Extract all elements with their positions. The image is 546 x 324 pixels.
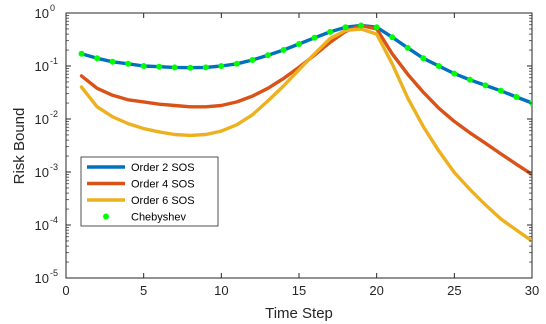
data-point-chebyshev xyxy=(249,57,256,63)
y-tick-exponent: -2 xyxy=(50,109,58,119)
data-point-chebyshev xyxy=(358,22,365,29)
x-tick-label: 25 xyxy=(447,283,461,298)
y-tick-label: 10 -3 xyxy=(35,162,58,180)
data-point-chebyshev xyxy=(466,76,473,83)
data-point-chebyshev xyxy=(94,55,101,62)
data-point-chebyshev xyxy=(233,60,240,67)
legend: Order 2 SOS Order 4 SOS Order 6 SOS Chebysh… xyxy=(80,156,219,227)
data-point-chebyshev xyxy=(311,34,318,41)
y-tick-exponent: -3 xyxy=(50,162,58,172)
data-point-chebyshev xyxy=(264,52,271,59)
legend-label-chebyshev: Chebyshev xyxy=(131,212,187,224)
data-point-chebyshev xyxy=(156,63,163,70)
ticks-layer xyxy=(65,12,533,279)
data-point-chebyshev xyxy=(482,82,489,89)
data-point-chebyshev xyxy=(373,24,380,31)
legend-label-order-4-sos: Order 4 SOS xyxy=(131,179,195,191)
data-point-chebyshev xyxy=(389,34,396,41)
data-point-chebyshev xyxy=(125,60,132,67)
data-point-chebyshev xyxy=(218,63,225,69)
data-point-chebyshev xyxy=(280,47,287,53)
x-tick-label: 5 xyxy=(140,283,147,298)
data-point-chebyshev xyxy=(187,64,194,71)
y-axis-label: Risk Bound xyxy=(11,108,28,185)
y-tick-exponent: -4 xyxy=(50,215,58,225)
data-point-chebyshev xyxy=(451,70,458,77)
x-tick-label: 30 xyxy=(525,283,539,298)
y-tick-base: 10 xyxy=(35,6,49,21)
x-tick-label: 15 xyxy=(292,283,306,298)
series-layer xyxy=(78,22,532,243)
y-tick-base: 10 xyxy=(35,218,49,233)
data-point-chebyshev xyxy=(435,63,442,69)
x-tick-label: 10 xyxy=(214,283,228,298)
y-tick-base: 10 xyxy=(35,165,49,180)
data-point-chebyshev xyxy=(513,94,520,100)
data-point-chebyshev xyxy=(420,55,427,62)
legend-label-order-2-sos: Order 2 SOS xyxy=(131,162,195,174)
y-tick-exponent: 0 xyxy=(50,3,55,13)
legend-swatch-chebyshev xyxy=(103,213,109,220)
data-point-chebyshev xyxy=(497,87,504,94)
y-tick-base: 10 xyxy=(35,271,49,286)
data-point-chebyshev xyxy=(78,50,85,57)
plot-area xyxy=(65,12,533,279)
y-tick-base: 10 xyxy=(35,59,49,74)
x-tick-label: 20 xyxy=(369,283,383,298)
data-point-chebyshev xyxy=(296,41,302,47)
y-tick-exponent: -5 xyxy=(50,268,58,278)
data-point-chebyshev xyxy=(140,63,147,69)
data-point-chebyshev xyxy=(327,28,334,35)
x-tick-labels: 0 5 10 15 20 25 30 xyxy=(62,283,539,298)
data-point-chebyshev xyxy=(202,64,209,71)
y-tick-base: 10 xyxy=(35,112,49,127)
y-tick-label: 10 -4 xyxy=(35,215,58,233)
series-line-order-6-sos xyxy=(79,27,532,243)
data-point-chebyshev xyxy=(404,44,411,51)
y-tick-label: 10 -5 xyxy=(35,268,58,286)
y-tick-exponent: -1 xyxy=(50,56,58,66)
legend-label-order-6-sos: Order 6 SOS xyxy=(131,195,195,207)
data-point-chebyshev xyxy=(342,24,349,31)
x-axis-label: Time Step xyxy=(265,305,333,322)
data-point-chebyshev xyxy=(171,64,178,71)
y-tick-label: 10 -2 xyxy=(35,109,58,127)
y-tick-label: 10 -1 xyxy=(35,56,58,74)
x-tick-label: 0 xyxy=(62,283,69,298)
y-tick-label: 10 0 xyxy=(35,3,55,21)
data-point-chebyshev xyxy=(109,58,116,65)
